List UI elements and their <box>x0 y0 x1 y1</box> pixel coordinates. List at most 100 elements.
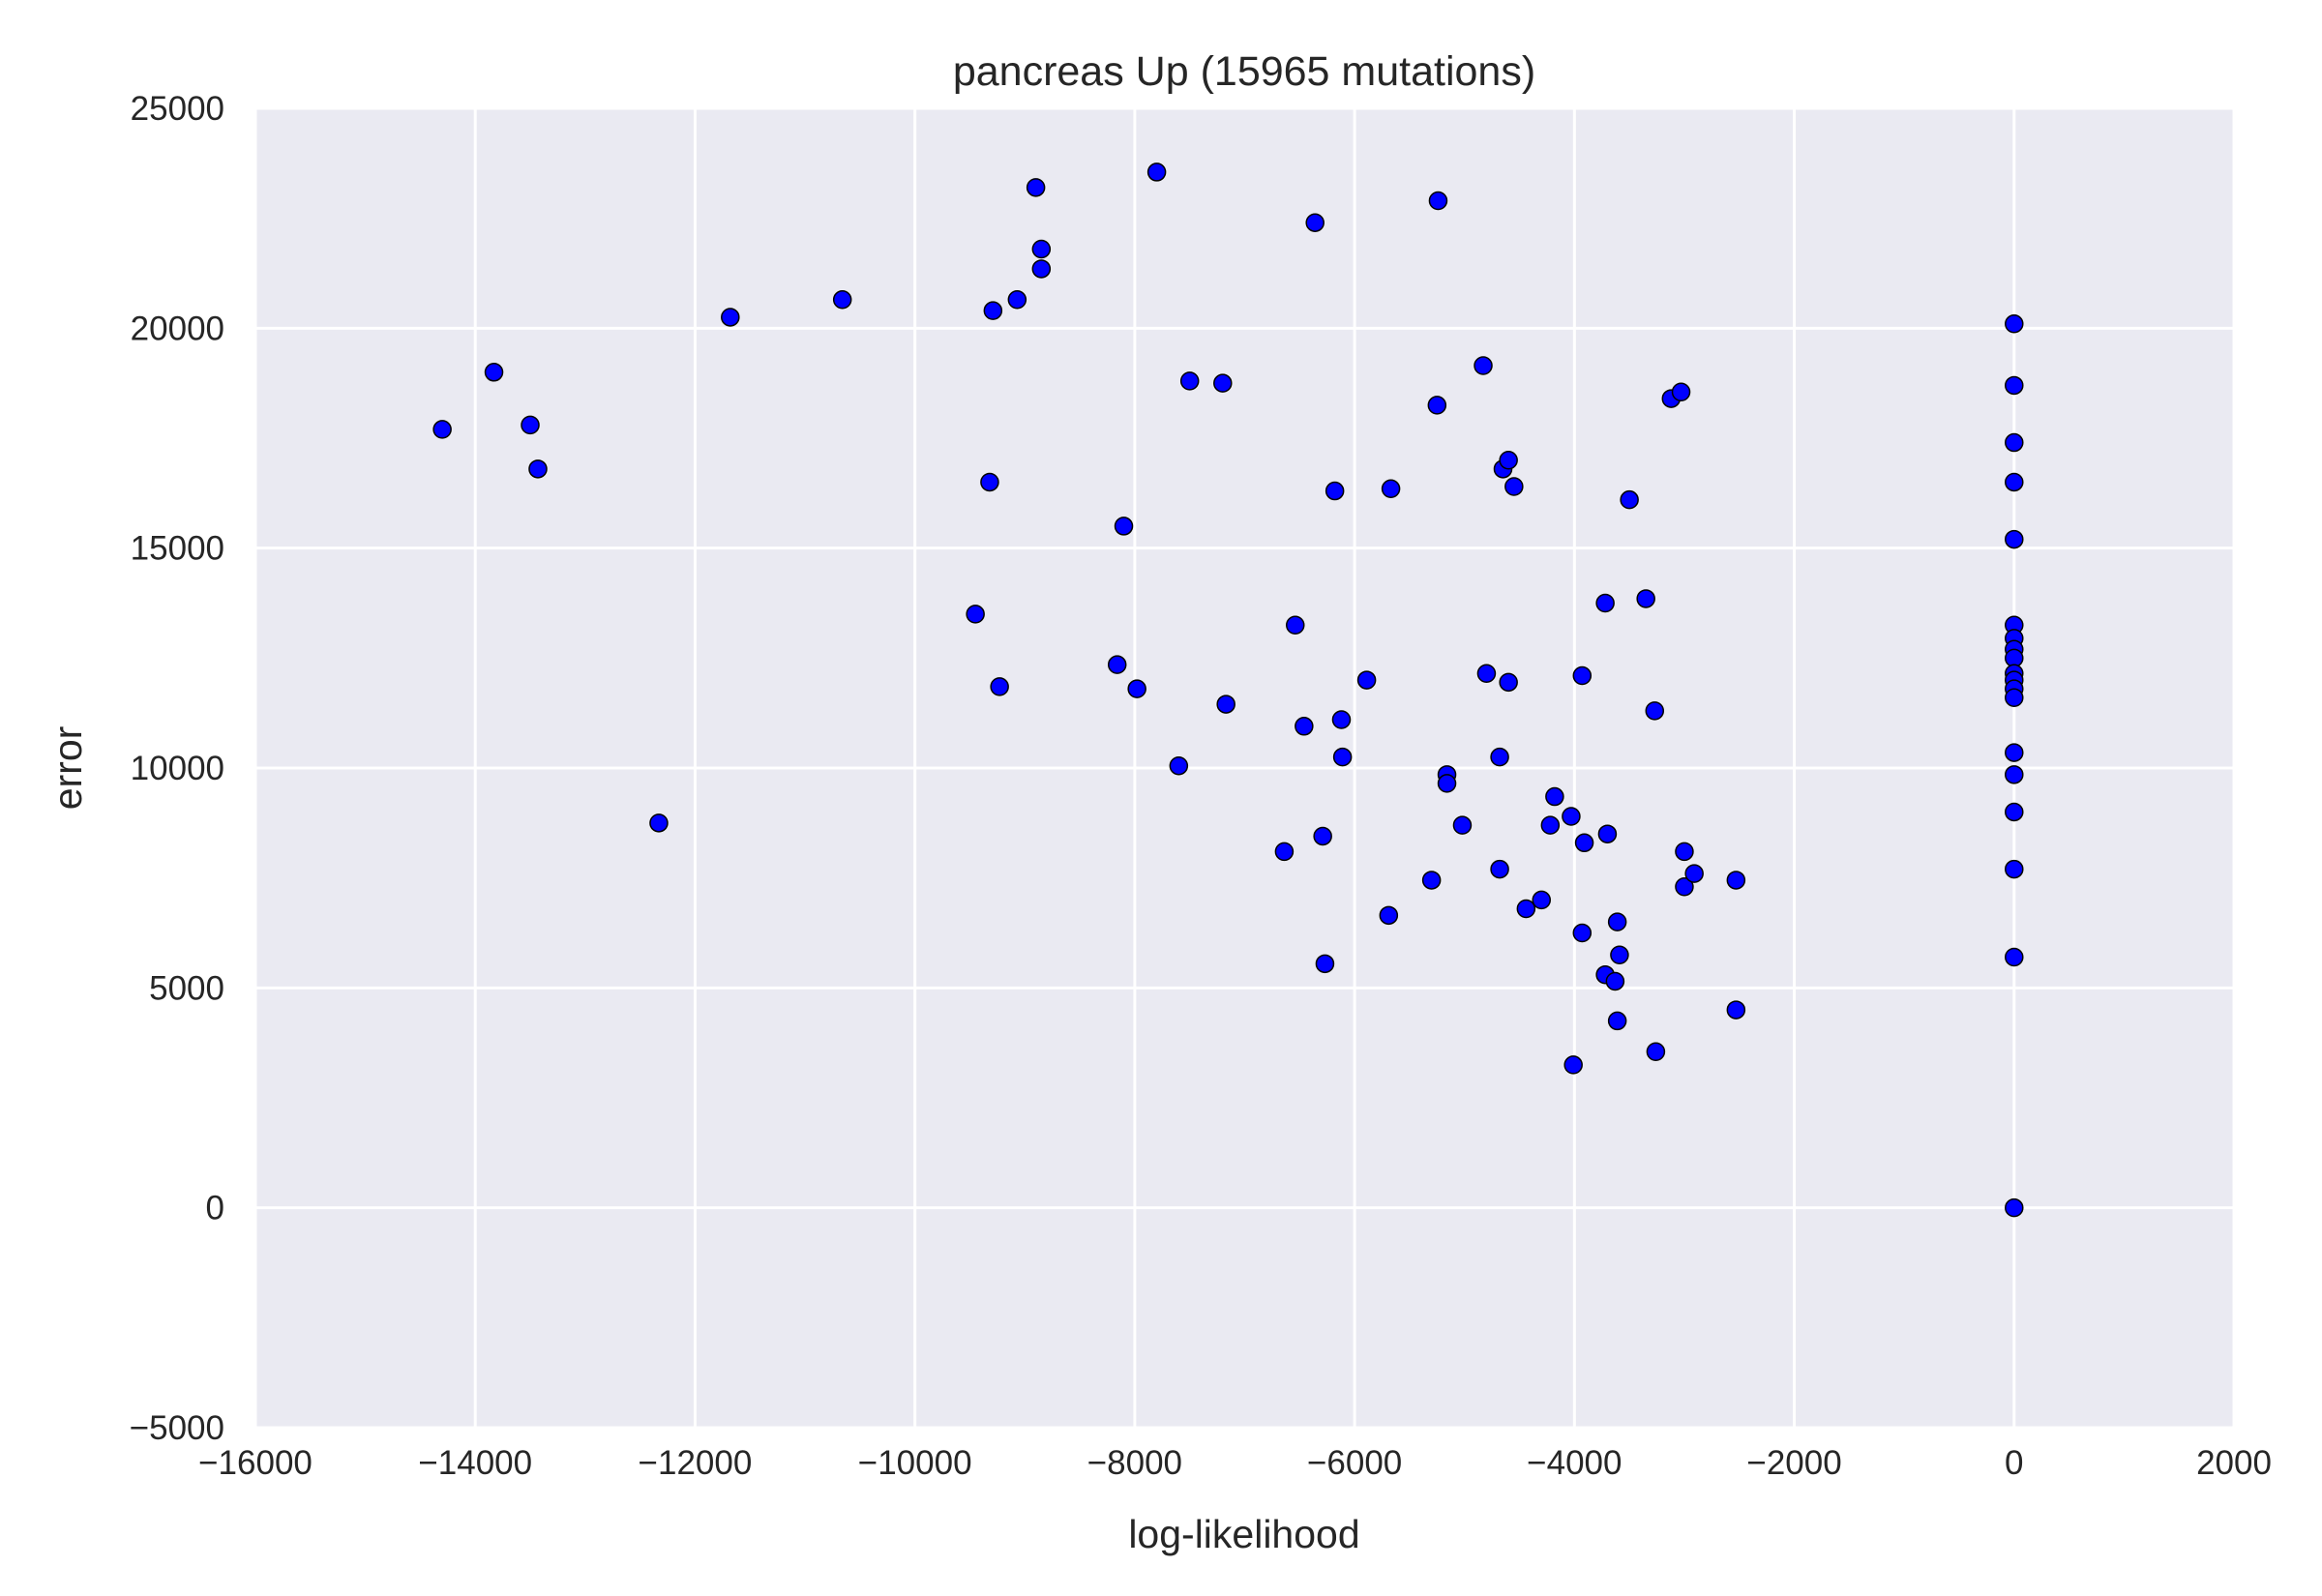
data-point <box>1428 191 1448 211</box>
y-tick-label: 5000 <box>149 969 224 1007</box>
x-tick-label: −14000 <box>418 1444 532 1482</box>
data-point <box>1490 859 1509 879</box>
data-point <box>1295 717 1314 736</box>
data-point <box>1675 842 1694 862</box>
data-point <box>1026 178 1046 197</box>
data-point <box>1379 905 1399 926</box>
data-point <box>1031 259 1052 279</box>
data-point <box>432 420 452 439</box>
data-point <box>1684 864 1704 883</box>
data-point <box>1356 670 1377 690</box>
data-point <box>1179 371 1200 391</box>
y-tick-labels: −5000 0 5000 10000 15000 20000 25000 <box>130 90 224 1447</box>
data-point <box>1127 679 1146 698</box>
data-point <box>1636 589 1655 608</box>
x-tick-label: 0 <box>2005 1444 2023 1482</box>
data-point <box>1437 774 1457 793</box>
data-point <box>1213 373 1233 393</box>
data-point <box>1572 665 1593 686</box>
data-point <box>721 308 740 327</box>
data-point <box>1516 899 1536 919</box>
data-point <box>1610 945 1629 964</box>
data-point <box>1169 755 1189 776</box>
x-tick-label: −16000 <box>198 1444 313 1482</box>
data-point <box>1504 477 1524 496</box>
data-point <box>1620 489 1639 510</box>
data-point <box>1315 954 1335 974</box>
data-point <box>1540 815 1561 835</box>
data-point <box>2005 743 2024 762</box>
data-point <box>1726 871 1746 890</box>
data-point <box>1332 747 1353 767</box>
data-point <box>521 415 540 435</box>
data-point <box>1107 655 1127 674</box>
data-point <box>1562 807 1581 826</box>
y-tick-label: 15000 <box>131 530 224 568</box>
data-point <box>1605 971 1625 991</box>
data-point <box>2005 529 2024 549</box>
data-point <box>1476 664 1497 683</box>
x-tick-label: −4000 <box>1527 1444 1622 1482</box>
y-tick-label: 0 <box>206 1190 224 1227</box>
data-point <box>1646 1042 1666 1062</box>
data-point <box>1452 815 1473 835</box>
data-point <box>1607 912 1627 931</box>
data-point <box>1499 450 1518 470</box>
data-point <box>1595 593 1615 613</box>
data-point <box>1645 701 1665 721</box>
y-tick-label: −5000 <box>130 1409 224 1447</box>
x-tick-label: −8000 <box>1087 1444 1182 1482</box>
data-point <box>2005 432 2024 453</box>
data-point <box>2005 375 2024 396</box>
data-point <box>2005 1197 2024 1218</box>
data-point <box>2005 472 2024 492</box>
data-point <box>1325 481 1345 501</box>
data-point <box>2005 859 2024 879</box>
data-point <box>832 290 852 310</box>
data-point <box>1532 890 1551 910</box>
data-point <box>1545 786 1564 807</box>
data-point <box>1031 239 1052 259</box>
data-point <box>1331 710 1352 729</box>
data-point <box>1421 871 1442 890</box>
data-point <box>484 363 504 382</box>
y-axis-label: error <box>45 726 90 811</box>
data-point <box>1572 923 1593 943</box>
x-tick-label: −6000 <box>1307 1444 1402 1482</box>
data-point <box>1146 163 1167 182</box>
chart-title: pancreas Up (15965 mutations) <box>953 48 1535 95</box>
data-point <box>1274 842 1295 862</box>
data-point <box>980 472 999 492</box>
data-point <box>2005 765 2024 784</box>
data-point <box>983 301 1003 320</box>
data-point <box>2005 314 2024 334</box>
x-tick-labels: −16000 −14000 −12000 −10000 −8000 −6000 −4000 −… <box>198 1444 2272 1482</box>
data-point <box>1671 382 1691 402</box>
data-point <box>1313 826 1332 846</box>
data-point <box>1574 833 1594 853</box>
data-point <box>966 605 985 624</box>
y-tick-label: 20000 <box>131 310 224 347</box>
data-points <box>432 163 2024 1218</box>
data-point <box>1216 695 1235 714</box>
data-point <box>1675 877 1694 897</box>
data-point <box>1286 615 1305 635</box>
data-point <box>1114 517 1134 536</box>
data-point <box>1305 213 1325 232</box>
gridlines <box>253 106 2236 1430</box>
data-point <box>1597 824 1618 843</box>
data-point <box>1474 356 1493 375</box>
y-tick-label: 25000 <box>131 90 224 128</box>
data-point <box>1726 1000 1746 1020</box>
data-point <box>2005 688 2024 708</box>
x-axis-label: log-likelihood <box>1128 1512 1359 1556</box>
data-point <box>528 459 548 479</box>
x-tick-label: −2000 <box>1746 1444 1841 1482</box>
y-tick-label: 10000 <box>131 750 224 787</box>
data-point <box>2005 947 2024 967</box>
data-point <box>1381 479 1401 499</box>
data-point <box>1607 1011 1627 1031</box>
data-point <box>1499 672 1518 693</box>
x-tick-label: −10000 <box>858 1444 972 1482</box>
